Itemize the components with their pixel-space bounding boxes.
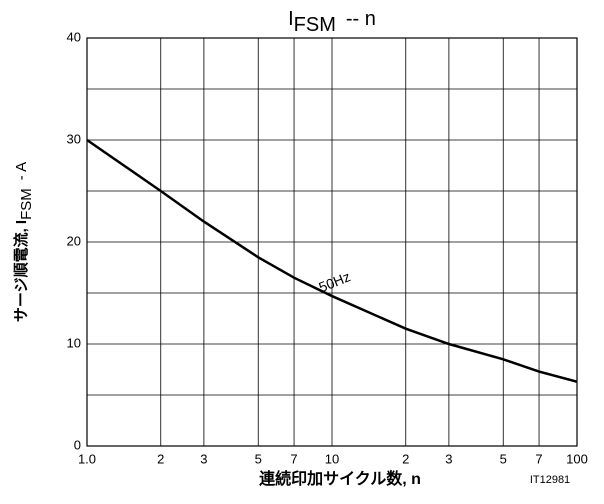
- y-label-main: サージ順電流, I: [12, 220, 30, 322]
- x-tick-label: 100: [566, 451, 588, 466]
- x-tick-label: 5: [500, 451, 507, 466]
- y-label-tail: - A: [13, 162, 30, 180]
- x-axis-label: 連続印加サイクル数, n: [259, 469, 421, 488]
- y-tick-label: 20: [67, 233, 81, 248]
- x-tick-label: 3: [445, 451, 452, 466]
- chart-title: IFSM -- n: [288, 8, 376, 36]
- y-tick-label: 40: [67, 29, 81, 44]
- data-line: [86, 138, 578, 383]
- title-main: I: [288, 8, 294, 30]
- x-tick-label: 10: [325, 451, 339, 466]
- x-tick-label: 2: [157, 451, 164, 466]
- x-tick-label: 7: [290, 451, 297, 466]
- y-tick-label: 10: [67, 335, 81, 350]
- x-tick-label: 1.0: [78, 451, 96, 466]
- x-tick-label: 2: [402, 451, 409, 466]
- x-tick-label: 3: [200, 451, 207, 466]
- x-tick-label: 5: [255, 451, 262, 466]
- y-tick-label: 0: [74, 437, 81, 452]
- y-tick-label: 30: [67, 131, 81, 146]
- title-sub: FSM: [294, 14, 336, 36]
- figure-code: IT12981: [530, 474, 570, 486]
- title-tail: -- n: [346, 8, 376, 30]
- x-tick-label: 7: [535, 451, 542, 466]
- y-label-sub: FSM: [18, 188, 35, 220]
- y-axis-label: サージ順電流, IFSM - A: [12, 162, 35, 322]
